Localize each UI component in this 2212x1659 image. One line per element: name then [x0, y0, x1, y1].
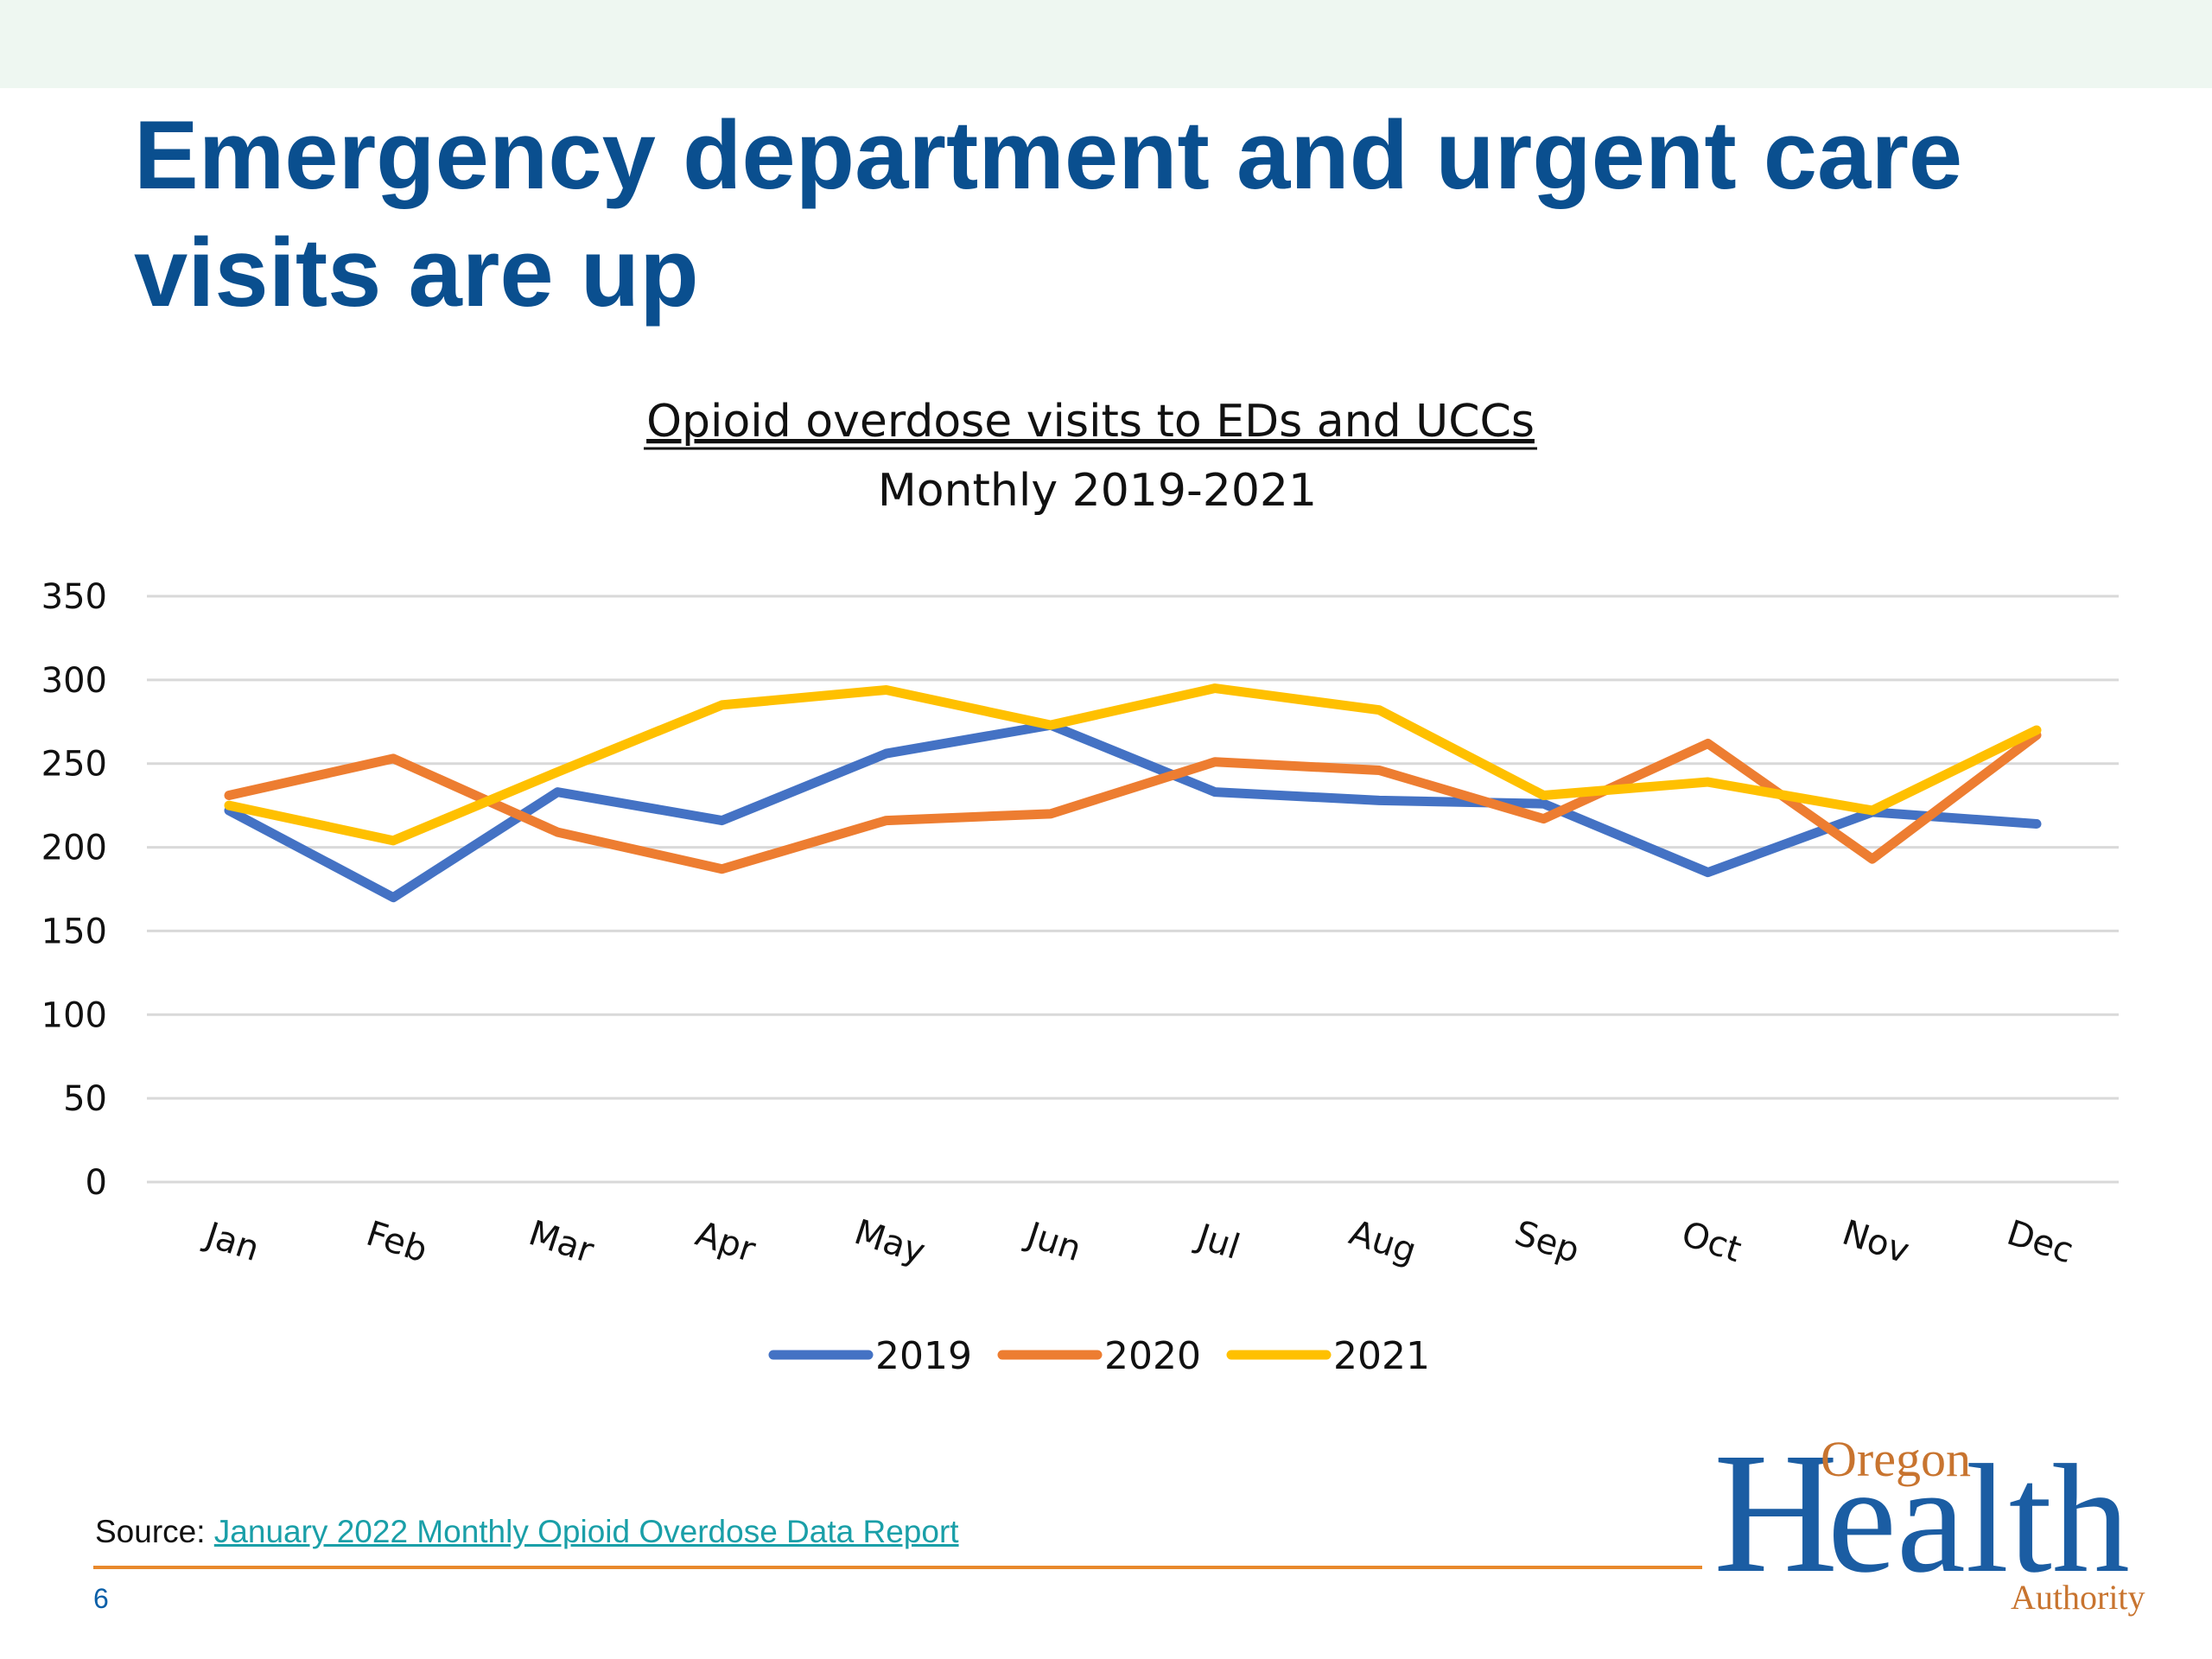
- y-tick-label: 200: [41, 829, 107, 868]
- data-point-2020: [392, 758, 394, 760]
- legend-label-2019: 2019: [875, 1334, 972, 1378]
- data-point-2021: [1378, 709, 1380, 711]
- x-tick-label: Oct: [1677, 1214, 1746, 1270]
- data-point-2019: [1707, 872, 1709, 874]
- data-point-2021: [392, 840, 394, 842]
- x-tick-label: Apr: [691, 1214, 761, 1270]
- y-tick-label: 350: [41, 577, 107, 617]
- y-axis-tick-labels: 0 50 100 150 200 250 300 350: [41, 577, 107, 1203]
- data-point-2020: [228, 795, 230, 797]
- x-tick-label: Jan: [199, 1214, 264, 1269]
- legend-label-2020: 2020: [1104, 1334, 1201, 1378]
- logo-authority-word: Authority: [2011, 1578, 2145, 1617]
- data-point-2021: [1050, 724, 1052, 726]
- logo-health-word: H: [1713, 1418, 1838, 1609]
- data-point-2019: [886, 753, 887, 754]
- x-tick-label: Mar: [524, 1213, 599, 1271]
- data-point-2019: [1214, 791, 1216, 793]
- data-point-2020: [1214, 761, 1216, 763]
- header-band: [0, 0, 2212, 88]
- x-tick-label: Sep: [1510, 1213, 1585, 1271]
- legend-label-2021: 2021: [1333, 1334, 1430, 1378]
- chart-title: Opioid overdose visits to EDs and UCCs: [646, 396, 1535, 448]
- data-point-2020: [1378, 769, 1380, 771]
- x-axis-tick-labels: Jan Feb Mar Apr May Jun Jul Aug Sep Oct Nov Dec: [199, 1212, 2078, 1272]
- data-point-2020: [721, 868, 723, 870]
- data-point-2021: [1542, 795, 1544, 797]
- chart-series: [224, 683, 2042, 903]
- chart-subtitle: Monthly 2019-2021: [878, 465, 1317, 517]
- y-tick-label: 150: [41, 912, 107, 951]
- data-point-2020: [886, 820, 887, 822]
- x-tick-label: Aug: [1344, 1213, 1421, 1272]
- source-report-link[interactable]: January 2022 Monthly Opioid Overdose Dat…: [213, 1514, 959, 1549]
- y-tick-label: 300: [41, 661, 107, 701]
- footer-rule: [93, 1566, 1702, 1569]
- y-tick-label: 100: [41, 995, 107, 1035]
- x-tick-label: Jul: [1190, 1216, 1244, 1268]
- data-point-2019: [392, 897, 394, 899]
- series-line-2020: [224, 730, 2042, 874]
- x-tick-label: May: [849, 1212, 930, 1272]
- data-point-2020: [1707, 742, 1709, 744]
- x-tick-label: Feb: [361, 1214, 432, 1271]
- oregon-health-authority-logo: H ealth Oregon Authority: [1713, 1418, 2145, 1617]
- y-tick-label: 50: [63, 1079, 107, 1119]
- series-line-2019: [224, 720, 2042, 903]
- source-label: Source:: [95, 1514, 214, 1549]
- data-point-2020: [1050, 813, 1052, 815]
- logo-health-rest: ealth: [1827, 1433, 2130, 1605]
- x-tick-label: Nov: [1838, 1213, 1914, 1272]
- slide-title-line-2: visits are up: [134, 219, 699, 327]
- line-chart: 0 50 100 150 200 250 300 350 Jan Feb Mar Apr May Jun…: [41, 396, 2119, 1378]
- data-point-2021: [721, 704, 723, 706]
- data-point-2021: [1707, 781, 1709, 783]
- data-point-2020: [1542, 818, 1544, 820]
- x-tick-label: Jun: [1020, 1214, 1086, 1269]
- data-point-2019: [556, 791, 558, 793]
- data-point-2019: [721, 820, 723, 822]
- data-point-2021: [228, 804, 230, 806]
- data-point-2019: [1378, 799, 1380, 801]
- y-tick-label: 0: [86, 1163, 107, 1203]
- source-note: Source: January 2022 Monthly Opioid Over…: [95, 1514, 959, 1550]
- data-point-2021: [1214, 688, 1216, 690]
- slide-title-line-1: Emergency department and urgent care: [134, 101, 1963, 209]
- x-tick-label: Dec: [2002, 1213, 2078, 1272]
- logo-oregon-word: Oregon: [1821, 1431, 1971, 1487]
- chart-legend: 2019 2020 2021: [768, 1334, 1430, 1378]
- data-point-2020: [556, 831, 558, 833]
- page-number: 6: [93, 1583, 109, 1614]
- slide-title: Emergency department and urgent care vis…: [134, 97, 2121, 332]
- chart-gridlines: [147, 594, 2119, 1184]
- series-line-2021: [224, 683, 2042, 846]
- y-tick-label: 250: [41, 745, 107, 785]
